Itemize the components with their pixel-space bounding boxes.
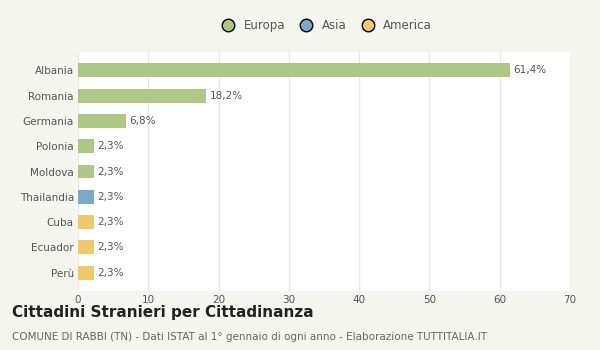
Bar <box>78 164 94 178</box>
Text: 6,8%: 6,8% <box>130 116 156 126</box>
Text: 2,3%: 2,3% <box>98 243 124 252</box>
Bar <box>78 63 509 77</box>
Text: 2,3%: 2,3% <box>98 167 124 176</box>
Text: 2,3%: 2,3% <box>98 268 124 278</box>
Text: 2,3%: 2,3% <box>98 141 124 151</box>
Legend: Europa, Asia, America: Europa, Asia, America <box>212 15 436 37</box>
Bar <box>78 266 94 280</box>
Bar <box>78 190 94 204</box>
Bar <box>78 240 94 254</box>
Bar <box>78 215 94 229</box>
Text: 2,3%: 2,3% <box>98 192 124 202</box>
Bar <box>78 114 126 128</box>
Text: 18,2%: 18,2% <box>209 91 242 100</box>
Bar <box>78 89 206 103</box>
Bar <box>78 139 94 153</box>
Text: 2,3%: 2,3% <box>98 217 124 227</box>
Text: COMUNE DI RABBI (TN) - Dati ISTAT al 1° gennaio di ogni anno - Elaborazione TUTT: COMUNE DI RABBI (TN) - Dati ISTAT al 1° … <box>12 332 487 343</box>
Text: 61,4%: 61,4% <box>513 65 546 75</box>
Text: Cittadini Stranieri per Cittadinanza: Cittadini Stranieri per Cittadinanza <box>12 304 314 320</box>
